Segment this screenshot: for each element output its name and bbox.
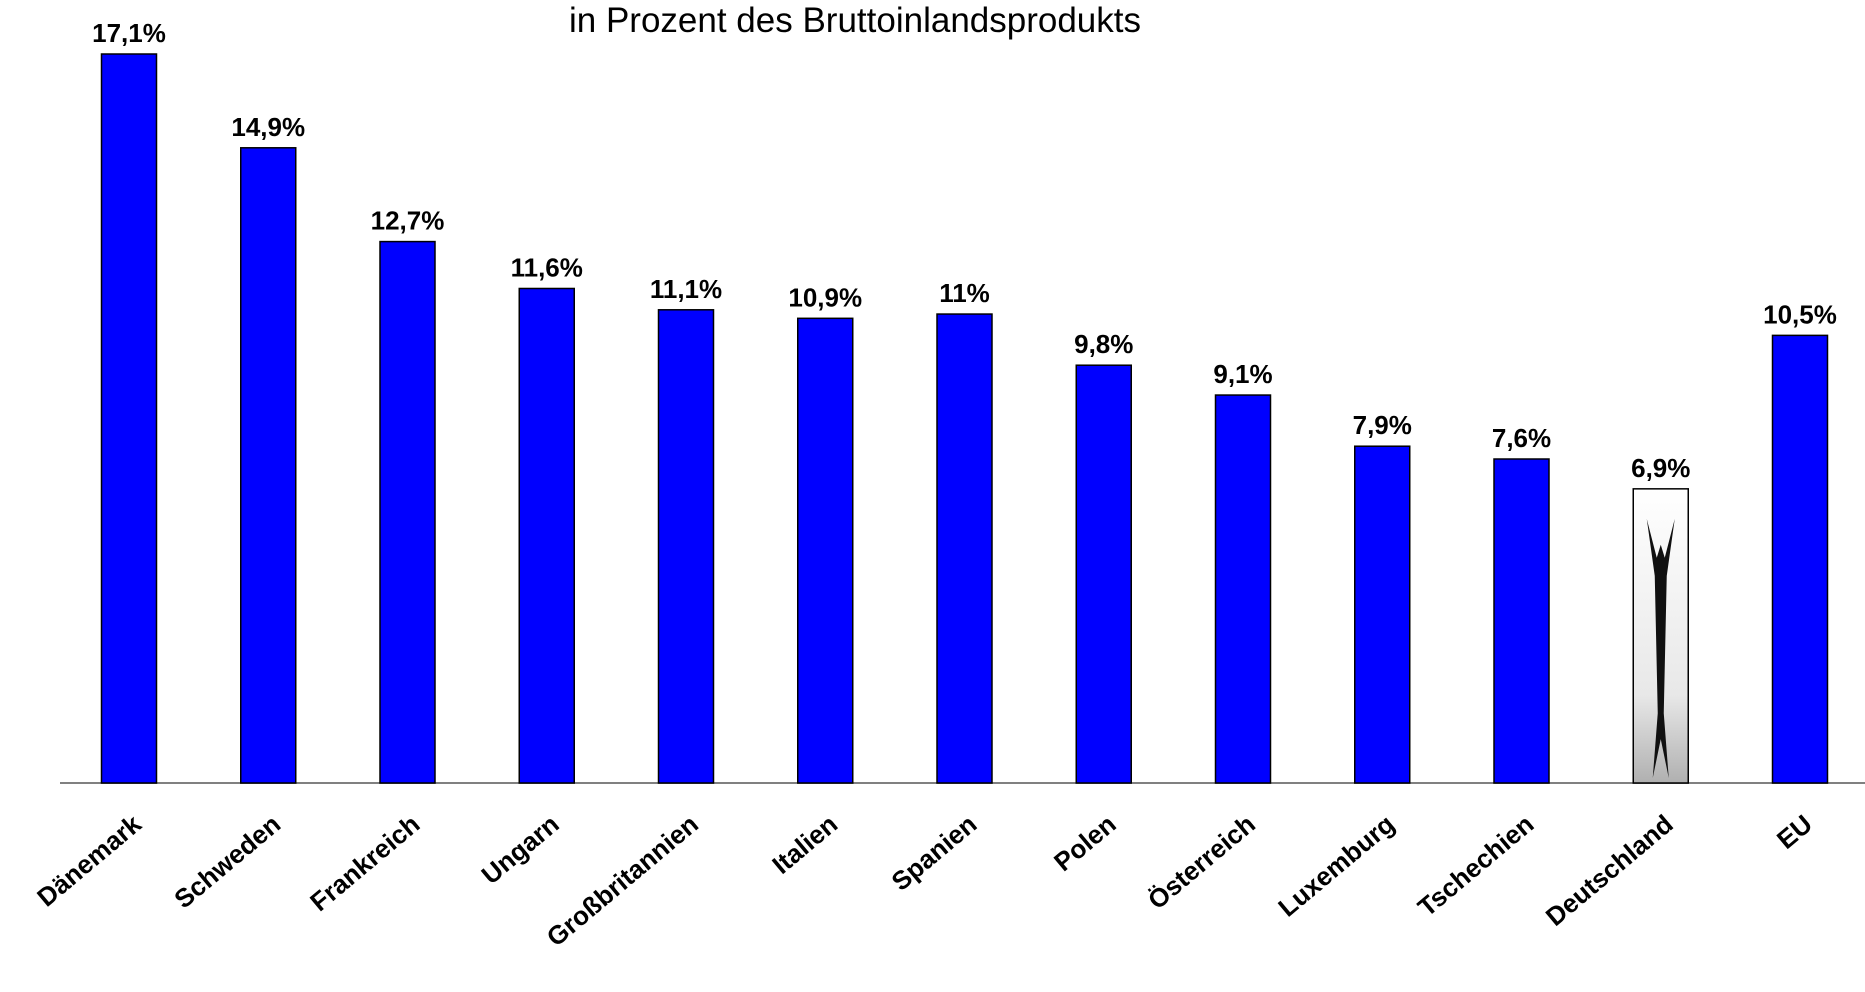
x-tick-label: Luxemburg	[1272, 809, 1400, 923]
value-label: 11,1%	[650, 274, 722, 304]
bar	[100, 53, 158, 784]
value-label: 14,9%	[231, 112, 305, 142]
bar	[240, 147, 297, 784]
x-tick-label: Österreich	[1142, 809, 1261, 916]
x-tick-label: Deutschland	[1540, 809, 1679, 932]
value-label: 7,6%	[1492, 423, 1551, 453]
bar	[1214, 394, 1272, 784]
value-label: 7,9%	[1353, 410, 1412, 440]
bar	[1354, 445, 1411, 784]
bar	[1493, 458, 1550, 784]
bar	[379, 240, 436, 784]
x-tick-label: Polen	[1048, 809, 1122, 877]
x-tick-label: Ungarn	[476, 809, 565, 890]
value-label: 12,7%	[371, 206, 445, 236]
bar-figure	[1646, 518, 1675, 778]
x-tick-label: Spanien	[886, 809, 983, 897]
bar	[1771, 334, 1829, 784]
x-tick-label: Großbritannien	[541, 809, 704, 953]
value-label: 9,1%	[1213, 359, 1272, 389]
x-tick-label: Tschechien	[1412, 809, 1539, 923]
value-label: 6,9%	[1631, 453, 1690, 483]
value-label: 10,9%	[788, 282, 862, 312]
x-tick-label: Italien	[766, 809, 843, 880]
x-tick-label: Dänemark	[31, 808, 147, 912]
chart-subtitle: in Prozent des Bruttoinlandsprodukts	[569, 1, 1141, 40]
value-label: 11,6%	[511, 252, 583, 282]
value-label: 17,1%	[92, 18, 166, 48]
bar	[797, 317, 854, 784]
value-label: 11%	[939, 278, 990, 308]
bar	[518, 287, 575, 784]
bar	[1075, 364, 1132, 784]
value-label: 10,5%	[1763, 299, 1837, 329]
x-tick-label: EU	[1771, 809, 1818, 855]
x-tick-label: Schweden	[168, 809, 286, 915]
bar	[657, 309, 715, 784]
x-tick-label: Frankreich	[304, 809, 425, 917]
bar	[936, 313, 993, 784]
value-label: 9,8%	[1074, 329, 1133, 359]
